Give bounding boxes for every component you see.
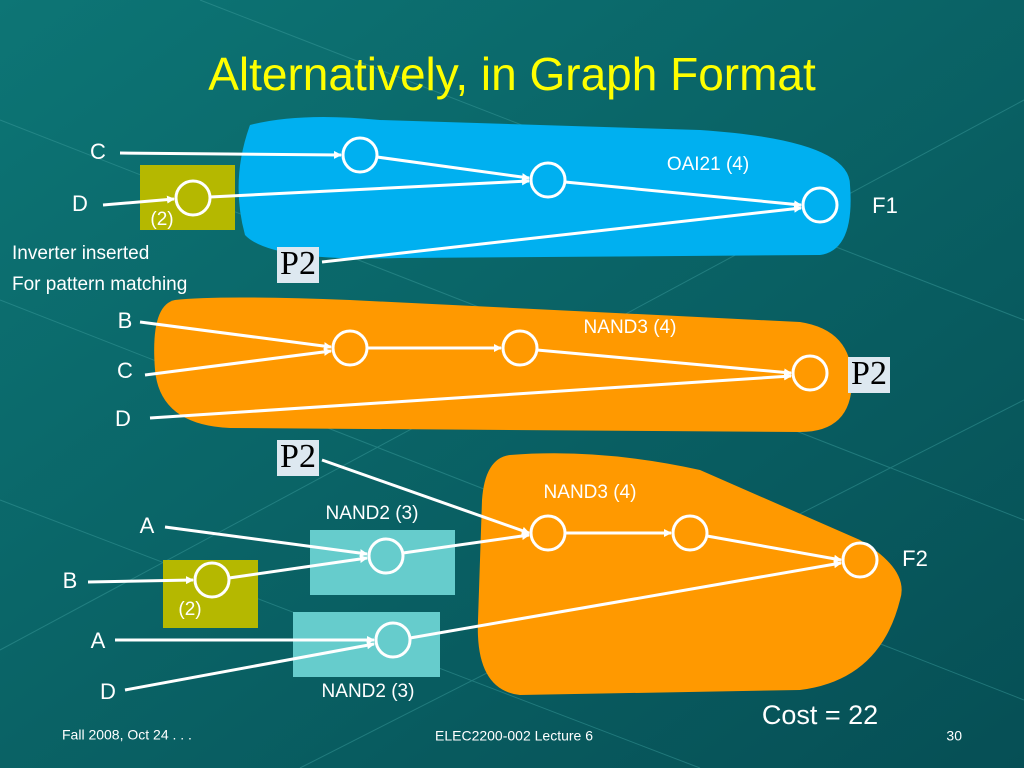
blob-nand3-bottom [477,453,902,695]
node [341,136,379,174]
title: Alternatively, in Graph Format [208,48,816,100]
pattern-box [277,247,319,283]
gate-label: OAI21 (4) [667,154,749,175]
edge [228,555,368,580]
blob-oai21 [238,116,851,259]
edge [119,150,342,159]
cost-total: Cost = 22 [762,700,878,730]
edge [149,372,792,420]
node [529,161,567,199]
blob-nand3-middle [154,297,852,432]
pattern-box [848,357,890,393]
edge [706,534,842,563]
node [374,621,412,659]
output-label: F2 [902,546,928,571]
node [331,329,369,367]
input-label: A [140,513,155,538]
node [367,537,405,575]
edge [376,155,530,182]
edge [139,320,332,351]
node [501,329,539,367]
nodes [174,136,879,659]
gate-label: NAND3 (4) [544,482,637,503]
gate-label: NAND2 (3) [322,681,415,702]
output-label: F1 [872,193,898,218]
node [174,179,212,217]
edge [144,347,332,377]
pattern-label: P2 [280,438,316,475]
footer-left: Fall 2008, Oct 24 . . . [62,727,192,743]
edge [402,532,530,555]
edge [209,177,530,199]
edge [564,180,802,209]
edge [164,525,368,558]
input-label: D [100,679,116,704]
cost-label: (2) [150,209,173,230]
node [193,561,231,599]
edge [536,348,792,377]
pattern-label: P2 [851,355,887,392]
edge [321,458,530,535]
edge [124,641,375,692]
input-label: D [115,406,131,431]
note: Inverter inserted [12,243,149,264]
node [791,354,829,392]
gate-label: NAND3 (4) [584,317,677,338]
node [801,186,839,224]
input-label: C [90,139,106,164]
gate-label: NAND2 (3) [326,503,419,524]
node [529,514,567,552]
footer-right: 30 [946,728,962,744]
cost-label: (2) [178,599,201,620]
input-label: D [72,191,88,216]
footer-center: ELEC2200-002 Lecture 6 [435,728,593,744]
input-label: B [118,308,133,333]
input-label: B [63,568,78,593]
edge [321,204,802,264]
edges [87,150,842,692]
inverter-box [163,560,258,628]
pattern-label: P2 [280,245,316,282]
edge [87,576,194,585]
node [841,541,879,579]
pattern-box [277,440,319,476]
edge [409,560,842,640]
note: For pattern matching [12,274,187,295]
input-label: C [117,358,133,383]
input-label: A [91,628,106,653]
edge [102,195,175,207]
node [671,514,709,552]
